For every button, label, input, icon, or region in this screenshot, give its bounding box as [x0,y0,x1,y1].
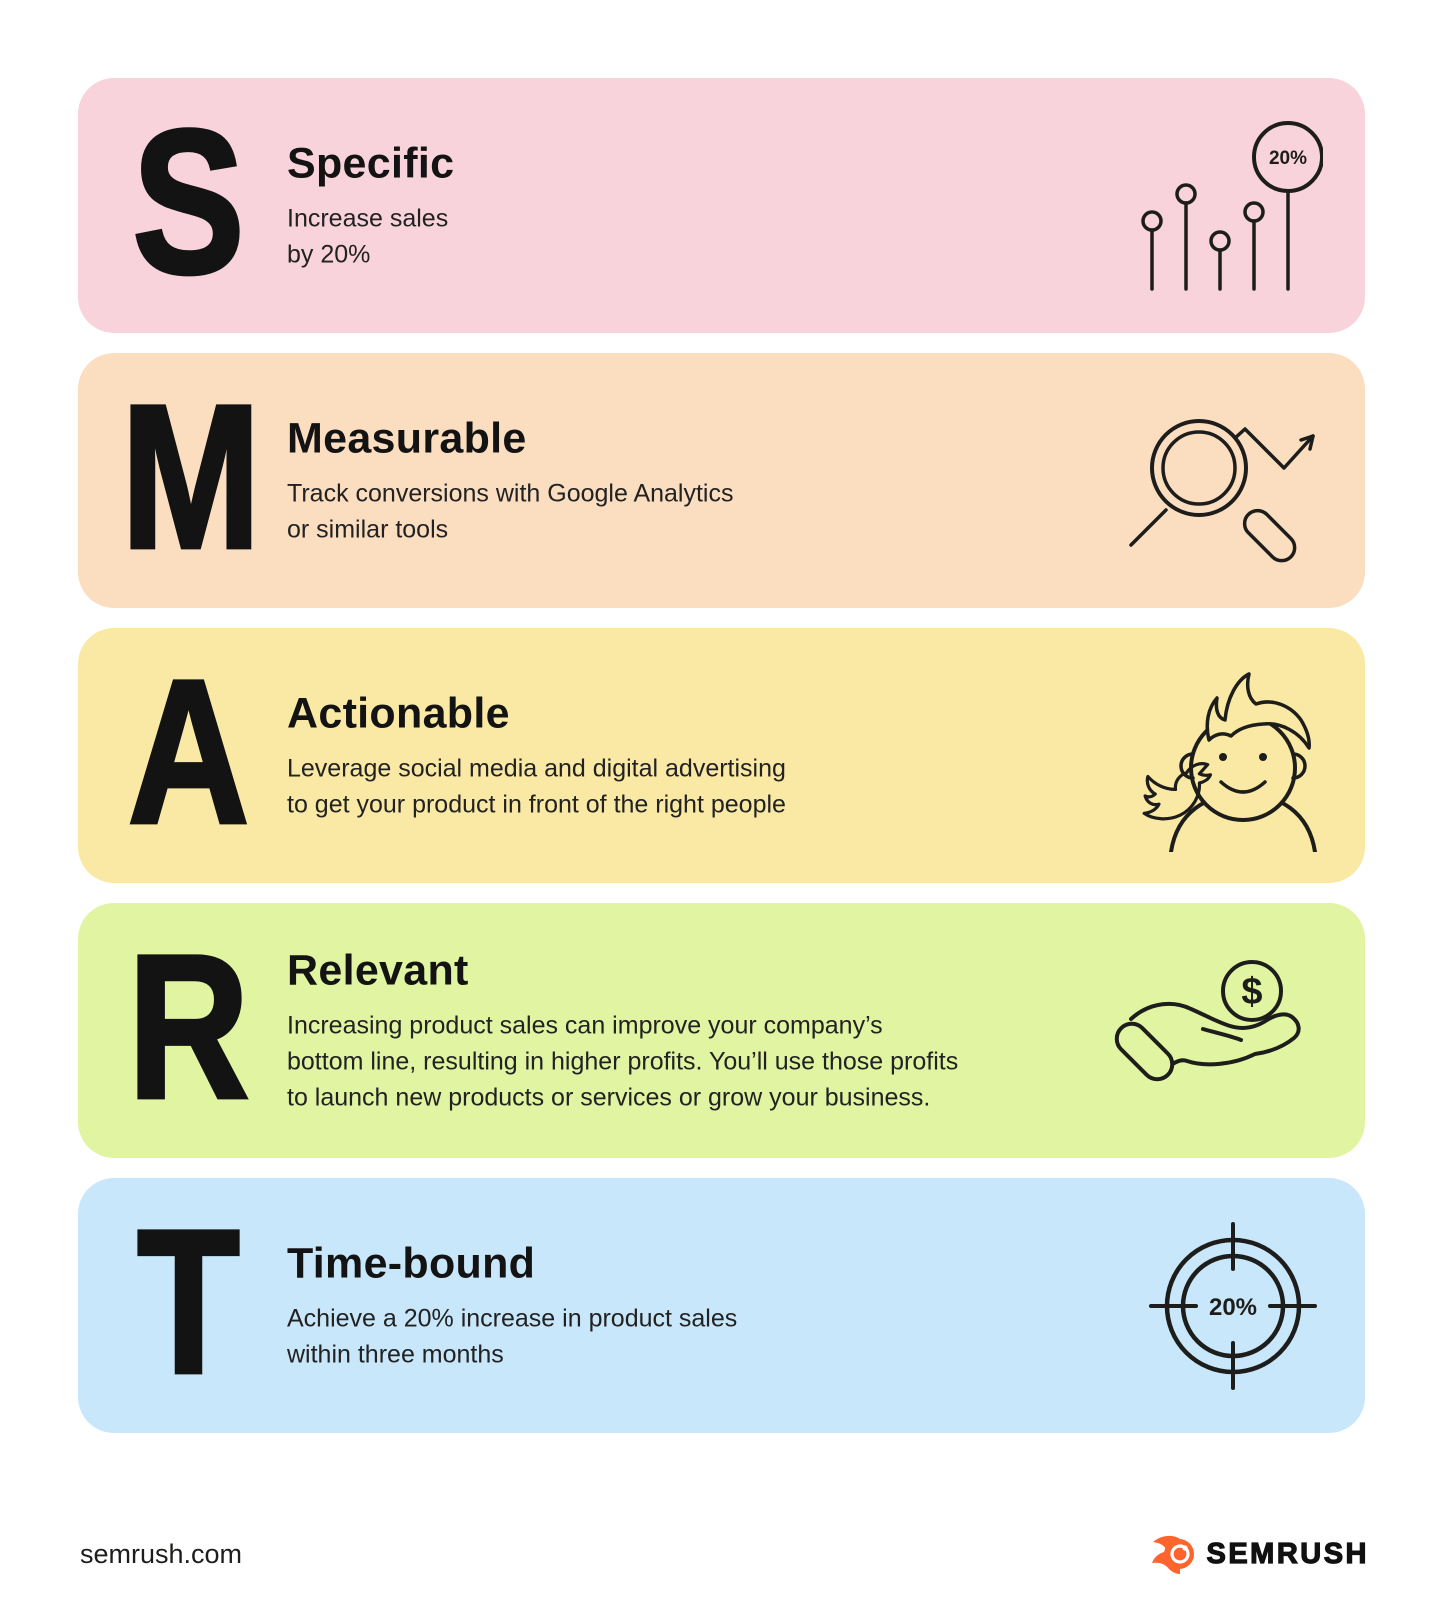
smart-rows: S Specific Increase sales by 20% 2 [78,78,1365,1453]
smart-row-time-bound: T Time-bound Achieve a 20% increase in p… [78,1178,1365,1433]
row-description: Increasing product sales can improve you… [287,1011,959,1111]
row-description: Track conversions with Google Analytics … [287,479,734,543]
row-title: Measurable [287,414,527,462]
growth-chart-icon: 20% [1138,117,1323,295]
row-content: Specific Increase sales by 20% [287,139,454,272]
row-content: Relevant Increasing product sales can im… [287,946,958,1115]
twitter-bird-icon [1142,761,1213,820]
row-description: Increase sales by 20% [287,204,449,268]
badge-20-percent: 20% [1269,148,1307,169]
letter-r: R [126,911,251,1141]
site-url: semrush.com [80,1538,243,1569]
smart-row-specific: S Specific Increase sales by 20% 2 [78,78,1365,333]
row-content: Measurable Track conversions with Google… [287,414,733,547]
row-title: Specific [287,139,455,187]
smart-row-actionable: A Actionable Leverage social media and d… [78,628,1365,883]
row-content: Time-bound Achieve a 20% increase in pro… [287,1239,737,1372]
dollar-coin: $ [1221,959,1283,1022]
semrush-logo: SEMRUSH [1150,1533,1369,1575]
person-with-bird-icon [1113,660,1323,852]
semrush-flame-icon [1150,1533,1196,1575]
row-content: Actionable Leverage social media and dig… [287,689,786,822]
smart-row-measurable: M Measurable Track conversions with Goog… [78,353,1365,608]
row-title: Actionable [287,689,510,737]
semrush-wordmark: SEMRUSH [1206,1537,1369,1570]
badge-20-percent: 20% [1209,1294,1257,1321]
letter-a: A [126,636,251,866]
row-description: Achieve a 20% increase in product sales … [287,1304,738,1368]
row-title: Time-bound [287,1239,536,1287]
smart-row-relevant: R Relevant Increasing product sales can … [78,903,1365,1158]
footer: semrush.com SEMRUSH [80,1524,1369,1584]
letter-m: M [119,361,262,591]
row-description: Leverage social media and digital advert… [287,754,786,818]
letter-t: T [136,1186,242,1416]
letter-s: S [131,86,246,316]
row-title: Relevant [287,946,469,994]
hand-coin-icon: $ [1093,955,1323,1107]
magnifier-trend-icon [1111,392,1323,570]
target-icon: 20% [1143,1216,1323,1396]
dollar-sign: $ [1241,971,1262,1013]
